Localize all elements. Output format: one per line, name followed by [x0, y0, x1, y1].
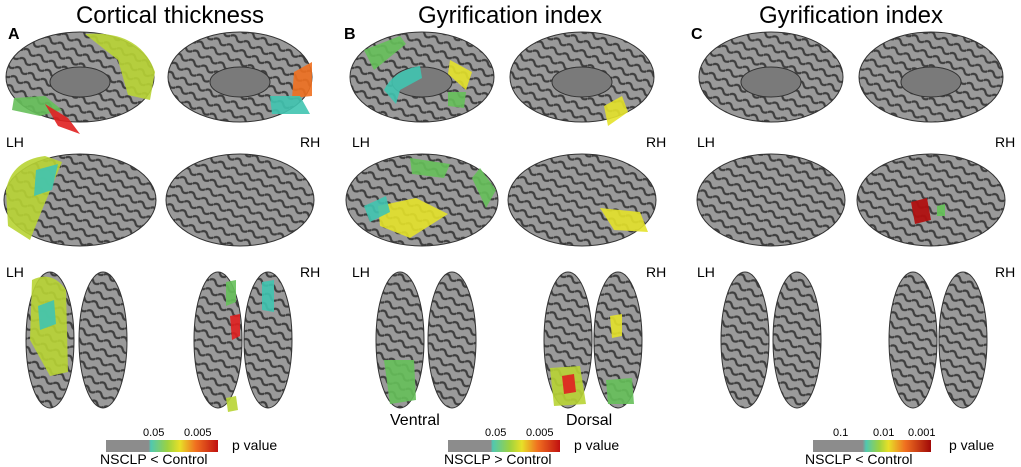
sig-region [270, 96, 310, 114]
panel-b: Gyrification index B LH [340, 0, 680, 467]
sig-region [262, 280, 274, 312]
hemi-label-lh: LH [352, 134, 370, 150]
panel-letter: A [8, 26, 20, 43]
brain-dorsal-rh [938, 271, 988, 409]
sig-region [606, 378, 634, 404]
color-scale [813, 440, 931, 452]
panel-title: Gyrification index [758, 2, 944, 29]
panel-title: Gyrification index [417, 2, 603, 29]
hemi-label-lh: LH [697, 134, 715, 150]
legend-tick: 0.05 [143, 427, 165, 439]
brain-lateral-rh [165, 153, 315, 247]
sig-region [34, 164, 58, 196]
sig-region [38, 300, 56, 330]
hemi-label-rh: RH [300, 134, 321, 150]
legend-tick: 0.05 [485, 427, 507, 439]
color-scale [448, 440, 560, 452]
brain-dorsal-lh [888, 271, 938, 409]
sig-region [472, 168, 496, 208]
brain-renderings [3, 31, 315, 412]
sig-region [600, 208, 648, 232]
sig-region [226, 280, 236, 306]
sig-region [226, 396, 238, 412]
brain-dorsal-lh [193, 271, 243, 409]
brain-dorsal-rh [243, 271, 293, 409]
legend-tick: 0.1 [833, 427, 849, 439]
brain-ventral-lh [720, 271, 770, 409]
sig-region [85, 33, 155, 100]
sig-region [562, 374, 576, 394]
sig-region [230, 314, 240, 340]
hemi-label-rh: RH [646, 134, 667, 150]
sig-region [911, 198, 931, 224]
legend-pvalue-label: p value [574, 437, 620, 453]
legend-pvalue-label: p value [232, 437, 278, 453]
panel-letter: B [344, 26, 356, 43]
panel-a: Cortical thickness A [0, 0, 340, 467]
sig-region [292, 62, 312, 98]
sig-region [384, 66, 422, 104]
sig-region [45, 104, 80, 134]
sig-region [604, 96, 628, 126]
brain-ventral-rh [427, 271, 477, 409]
brain-ventral-rh [78, 271, 128, 409]
brain-ventral-rh [772, 271, 822, 409]
sig-region [448, 92, 466, 108]
panel-c: Gyrification index C LH RH LH RH 0.1 0.0… [681, 0, 1021, 467]
brain-renderings [696, 31, 1006, 409]
hemi-label-rh: RH [300, 264, 321, 280]
sig-region [364, 36, 406, 70]
sig-region [364, 196, 390, 222]
brain-lateral-rh [507, 153, 657, 247]
view-label-ventral: Ventral [390, 412, 440, 429]
hemi-label-lh: LH [6, 134, 24, 150]
sig-region [384, 360, 416, 404]
legend-tick: 0.005 [526, 427, 554, 439]
hemi-label-rh: RH [646, 264, 667, 280]
sig-region [378, 198, 448, 238]
panel-title: Cortical thickness [75, 2, 265, 29]
view-label-dorsal: Dorsal [566, 412, 613, 429]
legend-comparison: NSCLP < Control [805, 451, 913, 467]
brain-dorsal-rh [593, 271, 643, 409]
hemi-label-rh: RH [995, 264, 1016, 280]
hemi-label-lh: LH [6, 264, 24, 280]
brain-lateral-lh [696, 153, 846, 247]
sig-region [410, 158, 450, 178]
hemi-label-lh: LH [352, 264, 370, 280]
legend-tick: 0.001 [908, 427, 936, 439]
brain-lateral-rh [856, 153, 1006, 247]
brain-renderings [345, 31, 657, 409]
legend-comparison: NSCLP < Control [100, 451, 208, 467]
sig-region [448, 60, 472, 90]
hemi-label-lh: LH [697, 264, 715, 280]
panel-letter: C [691, 26, 703, 43]
legend-tick: 0.005 [184, 427, 212, 439]
legend-comparison: NSCLP > Control [444, 451, 552, 467]
color-scale [106, 440, 218, 452]
legend-tick: 0.01 [873, 427, 895, 439]
sig-region [937, 204, 945, 216]
legend-pvalue-label: p value [949, 437, 995, 453]
sig-region [610, 314, 622, 338]
hemi-label-rh: RH [995, 134, 1016, 150]
